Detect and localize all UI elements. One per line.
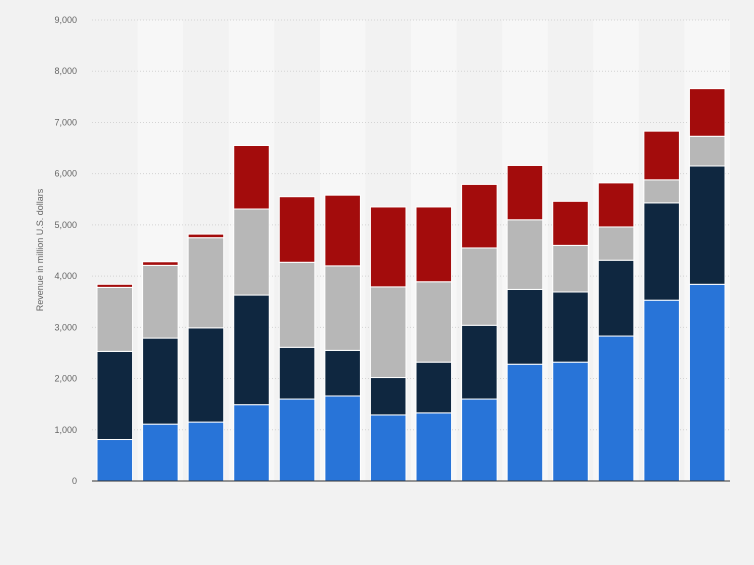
bar-segment xyxy=(415,361,453,414)
bar-segment xyxy=(369,206,407,288)
y-tick-label: 9,000 xyxy=(54,15,77,25)
bar-segment xyxy=(461,247,498,326)
bar-segment xyxy=(415,412,453,482)
bar-segment xyxy=(597,226,635,261)
y-tick-label: 3,000 xyxy=(54,322,77,332)
bar-segment xyxy=(552,361,589,482)
bar-segment xyxy=(643,299,680,482)
bar-segment xyxy=(597,259,635,337)
bars xyxy=(96,88,726,482)
y-axis-ticks: 0 1,000 2,000 3,000 4,000 5,000 6,000 7,000 8,00… xyxy=(54,15,77,486)
bar-segment xyxy=(96,283,134,288)
y-tick-label: 6,000 xyxy=(54,169,77,179)
bar-segment xyxy=(142,337,179,425)
bar-segment xyxy=(278,261,316,348)
bar-segment xyxy=(142,423,179,482)
bar-segment xyxy=(552,244,589,293)
bar-segment xyxy=(233,404,270,482)
bar-segment xyxy=(233,294,270,406)
bar-segment xyxy=(142,261,179,266)
bar-segment xyxy=(233,208,270,296)
bar-segment xyxy=(415,281,453,363)
bar-segment xyxy=(597,335,635,482)
bar-segment xyxy=(461,324,498,400)
bar-segment xyxy=(506,288,544,365)
bar-segment xyxy=(324,194,361,267)
bar-segment xyxy=(552,291,589,363)
bar-segment xyxy=(552,200,589,246)
bar-segment xyxy=(369,377,407,416)
bar-segment xyxy=(96,286,134,352)
bar-segment xyxy=(688,88,726,137)
bar-segment xyxy=(278,196,316,263)
bar-segment xyxy=(324,265,361,351)
bar-segment xyxy=(369,286,407,379)
bar-segment xyxy=(96,350,134,441)
y-tick-label: 2,000 xyxy=(54,374,77,384)
y-axis-title: Revenue in million U.S. dollars xyxy=(35,188,45,311)
y-tick-label: 0 xyxy=(72,476,77,486)
bar-segment xyxy=(688,283,726,482)
bar-segment xyxy=(324,349,361,397)
bar-segment xyxy=(187,233,225,239)
bar-segment xyxy=(278,346,316,400)
bar-segment xyxy=(96,439,134,482)
bar-segment xyxy=(597,182,635,228)
y-tick-label: 5,000 xyxy=(54,220,77,230)
y-tick-label: 1,000 xyxy=(54,425,77,435)
bar-segment xyxy=(415,206,453,283)
bar-segment xyxy=(278,398,316,482)
bar-segment xyxy=(643,130,680,181)
bar-segment xyxy=(506,219,544,290)
bar-segment xyxy=(688,135,726,167)
bar-segment xyxy=(643,179,680,204)
bar-segment xyxy=(187,421,225,482)
bar-segment xyxy=(142,264,179,339)
bar-segment xyxy=(187,237,225,329)
bar-segment xyxy=(506,363,544,482)
y-tick-label: 7,000 xyxy=(54,117,77,127)
bar-segment xyxy=(461,183,498,249)
bar-segment xyxy=(187,327,225,423)
bar-segment xyxy=(643,202,680,301)
bar-segment xyxy=(506,164,544,221)
bar-segment xyxy=(324,395,361,482)
bar-segment xyxy=(233,144,270,210)
bar-segment xyxy=(688,165,726,285)
bar-segment xyxy=(461,398,498,482)
y-tick-label: 8,000 xyxy=(54,66,77,76)
y-tick-label: 4,000 xyxy=(54,271,77,281)
bar-segment xyxy=(369,414,407,482)
